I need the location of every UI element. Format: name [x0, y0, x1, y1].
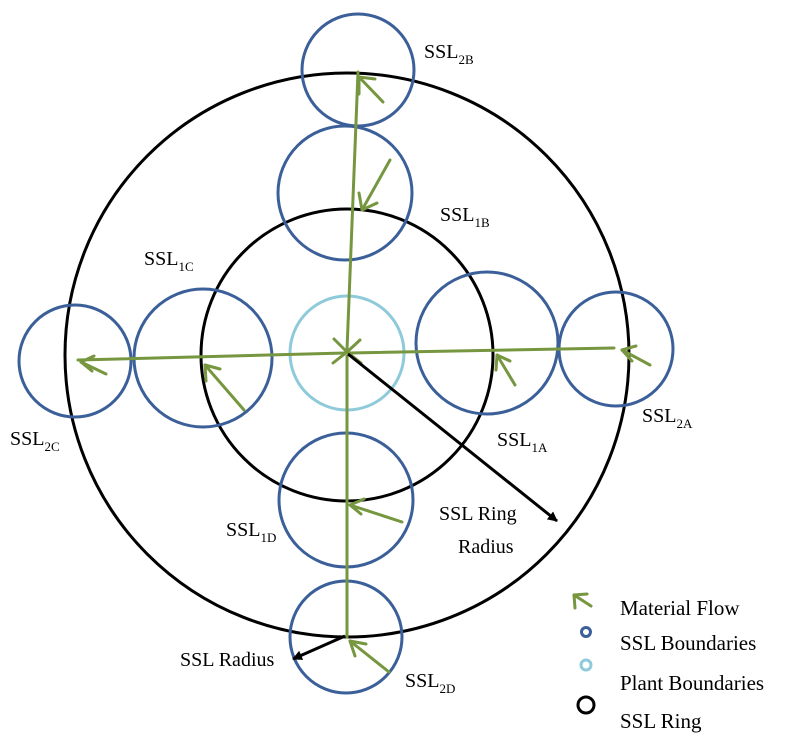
label-ssl-radius: SSL Radius	[180, 649, 274, 671]
flow-arrow-2c	[79, 354, 108, 376]
legend-plant-boundary-icon	[579, 658, 593, 672]
legend-material-flow-icon	[572, 592, 593, 610]
flow-arrow-2b	[357, 75, 385, 104]
legend-ssl-ring-icon	[576, 695, 596, 715]
label-ssl-ring-radius-line2: Radius	[458, 536, 514, 558]
label-ssl-2b: SSL2B	[424, 41, 474, 67]
legend-label-plant-boundaries: Plant Boundaries	[620, 671, 764, 695]
legend: Material Flow SSL Boundaries Plant Bound…	[572, 592, 764, 733]
flow-arrow-1b	[357, 158, 392, 212]
label-ssl-2d: SSL2D	[405, 670, 455, 696]
legend-label-ssl-ring: SSL Ring	[620, 709, 702, 733]
flow-line-west	[76, 351, 347, 362]
flow-line-north	[345, 70, 360, 352]
flow-arrow-2a	[620, 344, 652, 367]
legend-label-material-flow: Material Flow	[620, 596, 740, 620]
flow-arrow-1c	[203, 363, 246, 412]
legend-label-ssl-boundaries: SSL Boundaries	[620, 631, 756, 655]
flow-arrow-2d	[348, 639, 391, 674]
flow-arrow-1d	[348, 497, 404, 524]
ssl-2c-boundary	[17, 303, 133, 419]
label-ssl-1a: SSL1A	[497, 429, 548, 455]
flow-line-east	[347, 346, 616, 355]
legend-ssl-boundary-icon	[580, 626, 592, 638]
label-ssl-2c: SSL2C	[10, 428, 60, 454]
material-flow-lines	[76, 70, 616, 639]
label-ssl-1c: SSL1C	[144, 248, 194, 274]
label-ssl-ring-radius-line1: SSL Ring	[439, 503, 517, 525]
flow-arrow-1a	[494, 353, 517, 387]
label-ssl-1b: SSL1B	[440, 204, 490, 230]
ssl-ring-radius-arrow	[347, 352, 558, 523]
label-ssl-1d: SSL1D	[226, 519, 276, 545]
ssl-1b-boundary	[276, 124, 414, 262]
ssl-radius-arrow	[292, 634, 346, 661]
label-ssl-2a: SSL2A	[642, 405, 693, 431]
